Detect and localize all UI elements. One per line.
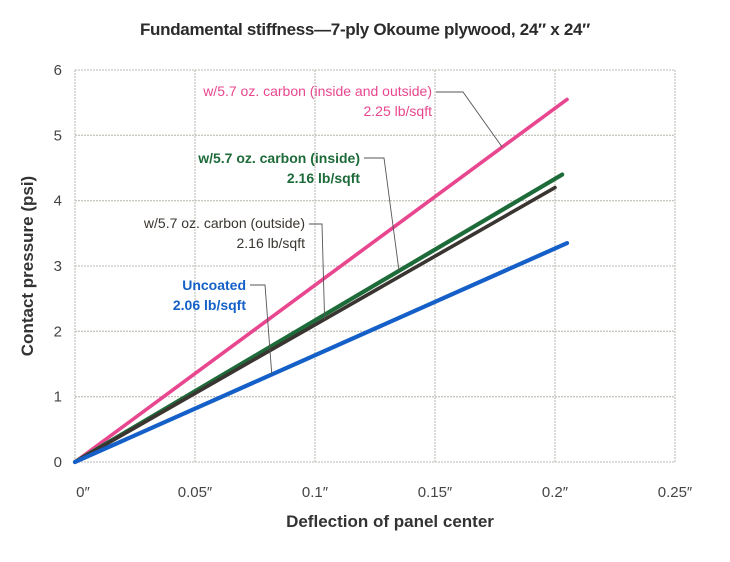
y-tick-label: 4 (54, 193, 62, 210)
x-tick-label: 0.1″ (302, 484, 329, 501)
x-tick-label: 0.15″ (418, 484, 453, 501)
x-tick-label: 0″ (76, 484, 90, 501)
y-tick-label: 2 (54, 323, 62, 340)
series-line (72, 241, 570, 465)
leader-line (436, 91, 503, 148)
series-weight-label: 2.16 lb/sqft (237, 235, 306, 251)
y-tick-label: 0 (54, 454, 62, 471)
series-label: w/5.7 oz. carbon (outside) (143, 215, 305, 231)
series-line (73, 185, 557, 464)
series-weight-label: 2.16 lb/sqft (287, 170, 360, 186)
x-tick-label: 0.25″ (658, 484, 693, 501)
series-weight-label: 2.06 lb/sqft (173, 297, 246, 313)
x-axis-label: Deflection of panel center (286, 512, 494, 531)
y-tick-label: 6 (54, 62, 62, 79)
series-label: Uncoated (182, 277, 246, 293)
series-label: w/5.7 oz. carbon (inside and outside) (202, 83, 432, 99)
y-tick-label: 1 (54, 389, 62, 406)
series-weight-label: 2.25 lb/sqft (364, 103, 433, 119)
leader-line (250, 284, 273, 375)
y-tick-label: 5 (54, 127, 62, 144)
leader-line (309, 223, 326, 320)
y-tick-label: 3 (54, 258, 62, 275)
series-label: w/5.7 oz. carbon (inside) (197, 150, 360, 166)
chart-title: Fundamental stiffness—7-ply Okoume plywo… (139, 20, 591, 39)
x-tick-label: 0.05″ (178, 484, 213, 501)
series-line (73, 97, 569, 464)
leader-line (364, 157, 400, 271)
x-tick-label: 0.2″ (542, 484, 569, 501)
